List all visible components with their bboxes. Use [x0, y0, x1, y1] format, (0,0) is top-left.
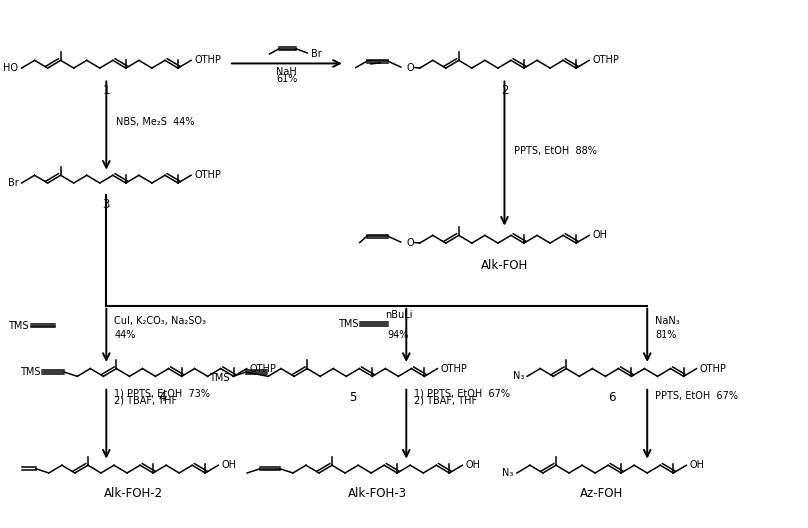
Text: NBS, Me₂S  44%: NBS, Me₂S 44%	[116, 117, 194, 127]
Text: Alk-FOH-3: Alk-FOH-3	[348, 487, 407, 501]
Text: O: O	[406, 62, 414, 72]
Text: Alk-FOH-2: Alk-FOH-2	[104, 487, 163, 501]
Text: PPTS, EtOH  88%: PPTS, EtOH 88%	[514, 146, 597, 156]
Text: TMS: TMS	[209, 373, 229, 383]
Text: Br: Br	[8, 178, 19, 188]
Text: OH: OH	[221, 460, 237, 470]
Text: OTHP: OTHP	[194, 55, 221, 65]
Text: HO: HO	[3, 63, 19, 73]
Text: 3: 3	[103, 199, 110, 211]
Text: CuI, K₂CO₃, Na₂SO₃: CuI, K₂CO₃, Na₂SO₃	[114, 316, 206, 326]
Text: OTHP: OTHP	[440, 364, 468, 374]
Text: 81%: 81%	[655, 329, 676, 340]
Text: N₃: N₃	[503, 468, 514, 478]
Text: TMS: TMS	[20, 367, 40, 377]
Text: Az-FOH: Az-FOH	[580, 487, 623, 501]
Text: nBuLi: nBuLi	[385, 310, 412, 320]
Text: NaN₃: NaN₃	[655, 316, 680, 326]
Text: OH: OH	[592, 230, 608, 240]
Text: OTHP: OTHP	[592, 55, 619, 65]
Text: TMS: TMS	[8, 320, 29, 331]
Text: OTHP: OTHP	[250, 364, 277, 374]
Text: 4: 4	[158, 391, 166, 404]
Text: 1) PPTS, EtOH  73%: 1) PPTS, EtOH 73%	[114, 389, 210, 399]
Text: O: O	[406, 238, 414, 248]
Text: N₃: N₃	[512, 371, 524, 381]
Text: 44%: 44%	[114, 329, 136, 340]
Text: 94%: 94%	[388, 329, 409, 340]
Text: OTHP: OTHP	[700, 364, 726, 374]
Text: PPTS, EtOH  67%: PPTS, EtOH 67%	[655, 391, 739, 401]
Text: Alk-FOH: Alk-FOH	[481, 259, 528, 271]
Text: OTHP: OTHP	[194, 171, 221, 180]
Text: NaH: NaH	[276, 67, 297, 77]
Text: 1: 1	[103, 83, 110, 97]
Text: 61%: 61%	[276, 74, 297, 84]
Text: 6: 6	[608, 391, 616, 404]
Text: Br: Br	[310, 49, 322, 59]
Text: OH: OH	[689, 460, 705, 470]
Text: OH: OH	[465, 460, 481, 470]
Text: 1) PPTS, EtOH  67%: 1) PPTS, EtOH 67%	[415, 389, 510, 399]
Text: 2) TBAF, THF: 2) TBAF, THF	[415, 395, 478, 406]
Text: TMS: TMS	[338, 319, 358, 329]
Text: 5: 5	[349, 391, 356, 404]
Text: 2: 2	[501, 83, 508, 97]
Text: 2) TBAF, THF: 2) TBAF, THF	[114, 395, 177, 406]
